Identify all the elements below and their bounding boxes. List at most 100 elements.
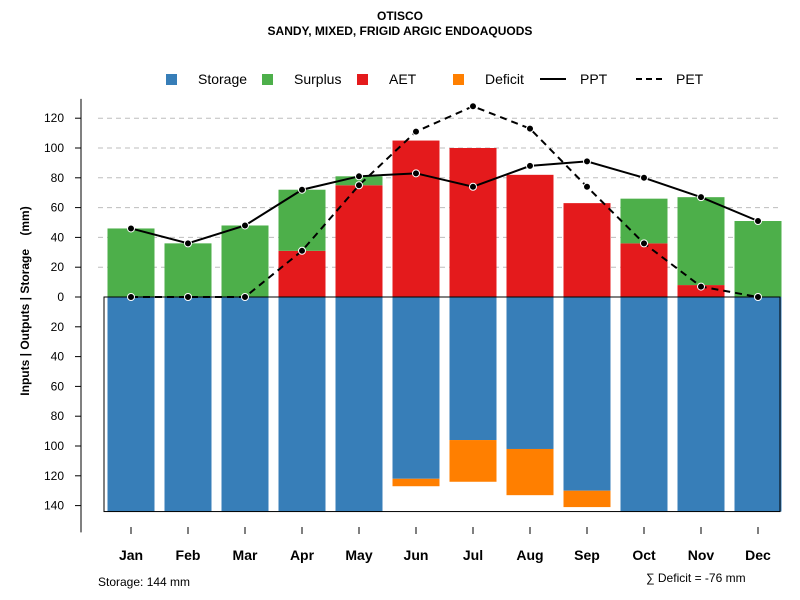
bar-deficit-jul (449, 440, 497, 482)
y-tick-label-3: 60 (51, 201, 65, 215)
y-tick-label-10: 80 (51, 409, 65, 423)
y-tick-label-5: 20 (51, 260, 65, 274)
bar-storage-apr (278, 297, 326, 512)
bar-storage-dec (734, 297, 782, 512)
bar-surplus-oct (620, 198, 668, 244)
bar-surplus-nov (677, 197, 725, 286)
bars (107, 140, 782, 512)
point-pet-dec (754, 293, 762, 301)
bar-aet-jun (392, 140, 440, 297)
point-pet-apr (298, 246, 306, 255)
point-pet-mar (241, 293, 249, 301)
point-pet-jun (412, 127, 420, 136)
bar-storage-nov (677, 297, 725, 512)
axes: 120 100 80 60 40 20 0 20 40 60 80 100 120 140 Jan Feb Ma… (44, 98, 781, 563)
point-ppt-mar (241, 221, 249, 230)
legend-swatch-deficit (453, 74, 464, 85)
x-tick-label-feb: Feb (176, 547, 201, 563)
bar-aet-aug (506, 174, 554, 297)
bar-storage-oct (620, 297, 668, 512)
x-tick-label-jul: Jul (463, 547, 483, 563)
bar-aet-nov (677, 285, 725, 297)
y-tick-label-13: 140 (44, 499, 64, 513)
legend-line-pet (636, 78, 662, 80)
legend-label-surplus: Surplus (294, 71, 342, 87)
point-ppt-feb (184, 239, 192, 248)
point-ppt-sep (583, 157, 591, 166)
x-tick-label-nov: Nov (688, 547, 715, 563)
bar-surplus-may (335, 176, 383, 186)
x-tick-label-oct: Oct (632, 547, 656, 563)
point-ppt-may (355, 172, 363, 181)
legend-swatch-storage (166, 74, 177, 85)
chart-subtitle: SANDY, MIXED, FRIGID ARGIC ENDOAQUODS (267, 24, 533, 38)
deficit-note: ∑ Deficit = -76 mm (646, 571, 746, 585)
bar-storage-sep (563, 297, 611, 491)
point-ppt-aug (526, 161, 534, 170)
x-tick-label-apr: Apr (290, 547, 315, 563)
chart-title: OTISCO (376, 9, 423, 23)
x-tick-label-mar: Mar (233, 547, 258, 563)
legend-label-pet: PET (676, 71, 704, 87)
bar-surplus-jan (107, 228, 155, 297)
legend-swatch-aet (357, 74, 368, 85)
bar-storage-jun (392, 297, 440, 479)
line-pet (131, 105, 759, 298)
point-pet-oct (640, 239, 648, 248)
y-tick-label-2: 80 (51, 171, 65, 185)
y-tick-label-6: 0 (57, 290, 64, 304)
point-ppt-dec (754, 217, 762, 226)
y-tick-label-11: 100 (44, 439, 64, 453)
x-tick-label-aug: Aug (516, 547, 543, 563)
point-ppt-jul (469, 182, 477, 191)
bar-aet-may (335, 185, 383, 297)
lines (127, 102, 762, 301)
bar-deficit-aug (506, 448, 554, 496)
x-tick-label-dec: Dec (745, 547, 771, 563)
point-pet-jul (469, 102, 477, 111)
bar-storage-mar (221, 297, 269, 512)
point-ppt-nov (697, 193, 705, 202)
x-tick-label-jan: Jan (119, 547, 143, 563)
line-ppt (130, 160, 759, 245)
legend-label-deficit: Deficit (485, 71, 524, 87)
x-tick-label-may: May (345, 547, 372, 563)
bar-deficit-sep (563, 490, 611, 508)
legend-label-aet: AET (389, 71, 417, 87)
bar-storage-jan (107, 297, 155, 512)
bar-surplus-feb (164, 243, 212, 297)
legend-label-storage: Storage (198, 71, 248, 87)
bar-storage-feb (164, 297, 212, 512)
legend-line-ppt (540, 78, 566, 80)
point-pet-feb (184, 293, 192, 301)
y-tick-label-1: 100 (44, 141, 64, 155)
point-pet-sep (583, 182, 591, 191)
point-ppt-jun (412, 169, 420, 178)
bar-aet-sep (563, 203, 611, 297)
y-tick-label-9: 60 (51, 379, 65, 393)
storage-note: Storage: 144 mm (98, 575, 191, 589)
y-tick-label-0: 120 (44, 111, 64, 125)
bar-deficit-jun (392, 478, 440, 487)
bar-aet-apr (278, 250, 326, 297)
point-pet-jan (127, 293, 135, 301)
y-tick-label-7: 20 (51, 320, 65, 334)
x-tick-label-sep: Sep (574, 547, 600, 563)
point-pet-nov (697, 282, 705, 291)
bar-storage-aug (506, 297, 554, 449)
point-ppt-oct (640, 173, 648, 182)
point-ppt-apr (298, 185, 306, 194)
bar-surplus-dec (734, 221, 782, 297)
bar-surplus-mar (221, 225, 269, 297)
point-pet-may (355, 181, 363, 190)
y-axis-label: Inputs | Outputs | Storage (mm) (18, 206, 32, 395)
legend-swatch-surplus (262, 74, 273, 85)
bar-storage-may (335, 297, 383, 512)
bar-aet-jul (449, 148, 497, 297)
y-tick-label-8: 40 (51, 350, 65, 364)
bar-storage-jul (449, 297, 497, 441)
bar-aet-oct (620, 243, 668, 297)
y-tick-label-4: 40 (51, 230, 65, 244)
point-ppt-jan (127, 224, 135, 233)
